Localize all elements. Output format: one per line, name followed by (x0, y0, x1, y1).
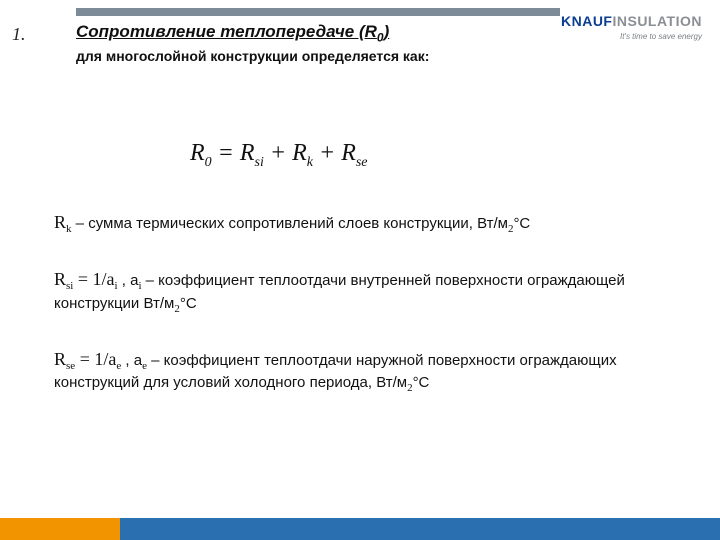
heading-block: Сопротивление теплопередаче (R0) для мно… (76, 22, 550, 64)
formula-sub-se: se (356, 155, 368, 170)
brand-main: KNAUF (561, 13, 613, 29)
def-rse-dash: , а (121, 352, 142, 369)
brand-logo: KNAUFINSULATION It's time to save energy (561, 14, 702, 41)
formula-rk: R (292, 140, 307, 166)
formula-eq: = (212, 140, 240, 166)
def-rk-text-a: сумма термических сопротивлений слоев ко… (88, 215, 508, 232)
def-rsi: Rsi = 1/аi , аi – коэффициент теплоотдач… (54, 267, 676, 317)
formula-sub-si: si (255, 155, 264, 170)
formula-plus1: + (264, 140, 292, 166)
formula-r: R (190, 140, 205, 166)
def-rsi-dash: , а (118, 272, 139, 289)
brand-sub: INSULATION (612, 13, 702, 29)
footer-orange-segment (0, 518, 120, 540)
def-rk: Rk – сумма термических сопротивлений сло… (54, 210, 676, 237)
def-rse-eq: = 1/а (75, 349, 116, 369)
def-rse-text-b: °С (413, 374, 430, 391)
def-rse-sub: se (66, 360, 75, 372)
brand-wordmark: KNAUFINSULATION (561, 14, 702, 30)
footer-bar (0, 518, 720, 540)
def-rsi-eq: = 1/а (73, 269, 114, 289)
def-rsi-text-b: °С (180, 295, 197, 312)
formula-rsi: R (240, 140, 255, 166)
def-rk-dash: – (72, 215, 89, 232)
def-rsi-sym: R (54, 269, 66, 289)
def-rk-text-b: °С (513, 215, 530, 232)
top-accent-bar (76, 8, 560, 16)
title-suffix: ) (384, 22, 390, 41)
page-title: Сопротивление теплопередаче (R0) (76, 22, 550, 44)
title-prefix: Сопротивление теплопередаче (R (76, 22, 377, 41)
formula-rse: R (341, 140, 356, 166)
page-subtitle: для многослойной конструкции определяетс… (76, 48, 550, 64)
def-rk-sym: R (54, 212, 66, 232)
footer-blue-segment (120, 518, 720, 540)
title-sub0: 0 (377, 30, 384, 44)
def-rse-sym: R (54, 349, 66, 369)
formula-sub0: 0 (205, 155, 212, 170)
formula: R0 = Rsi + Rk + Rse (190, 140, 368, 171)
list-number: 1. (12, 24, 26, 45)
formula-plus2: + (313, 140, 341, 166)
brand-tagline: It's time to save energy (561, 33, 702, 41)
definitions: Rk – сумма термических сопротивлений сло… (54, 210, 676, 396)
def-rse: Rse = 1/аe , аe – коэффициент теплоотдач… (54, 347, 676, 397)
